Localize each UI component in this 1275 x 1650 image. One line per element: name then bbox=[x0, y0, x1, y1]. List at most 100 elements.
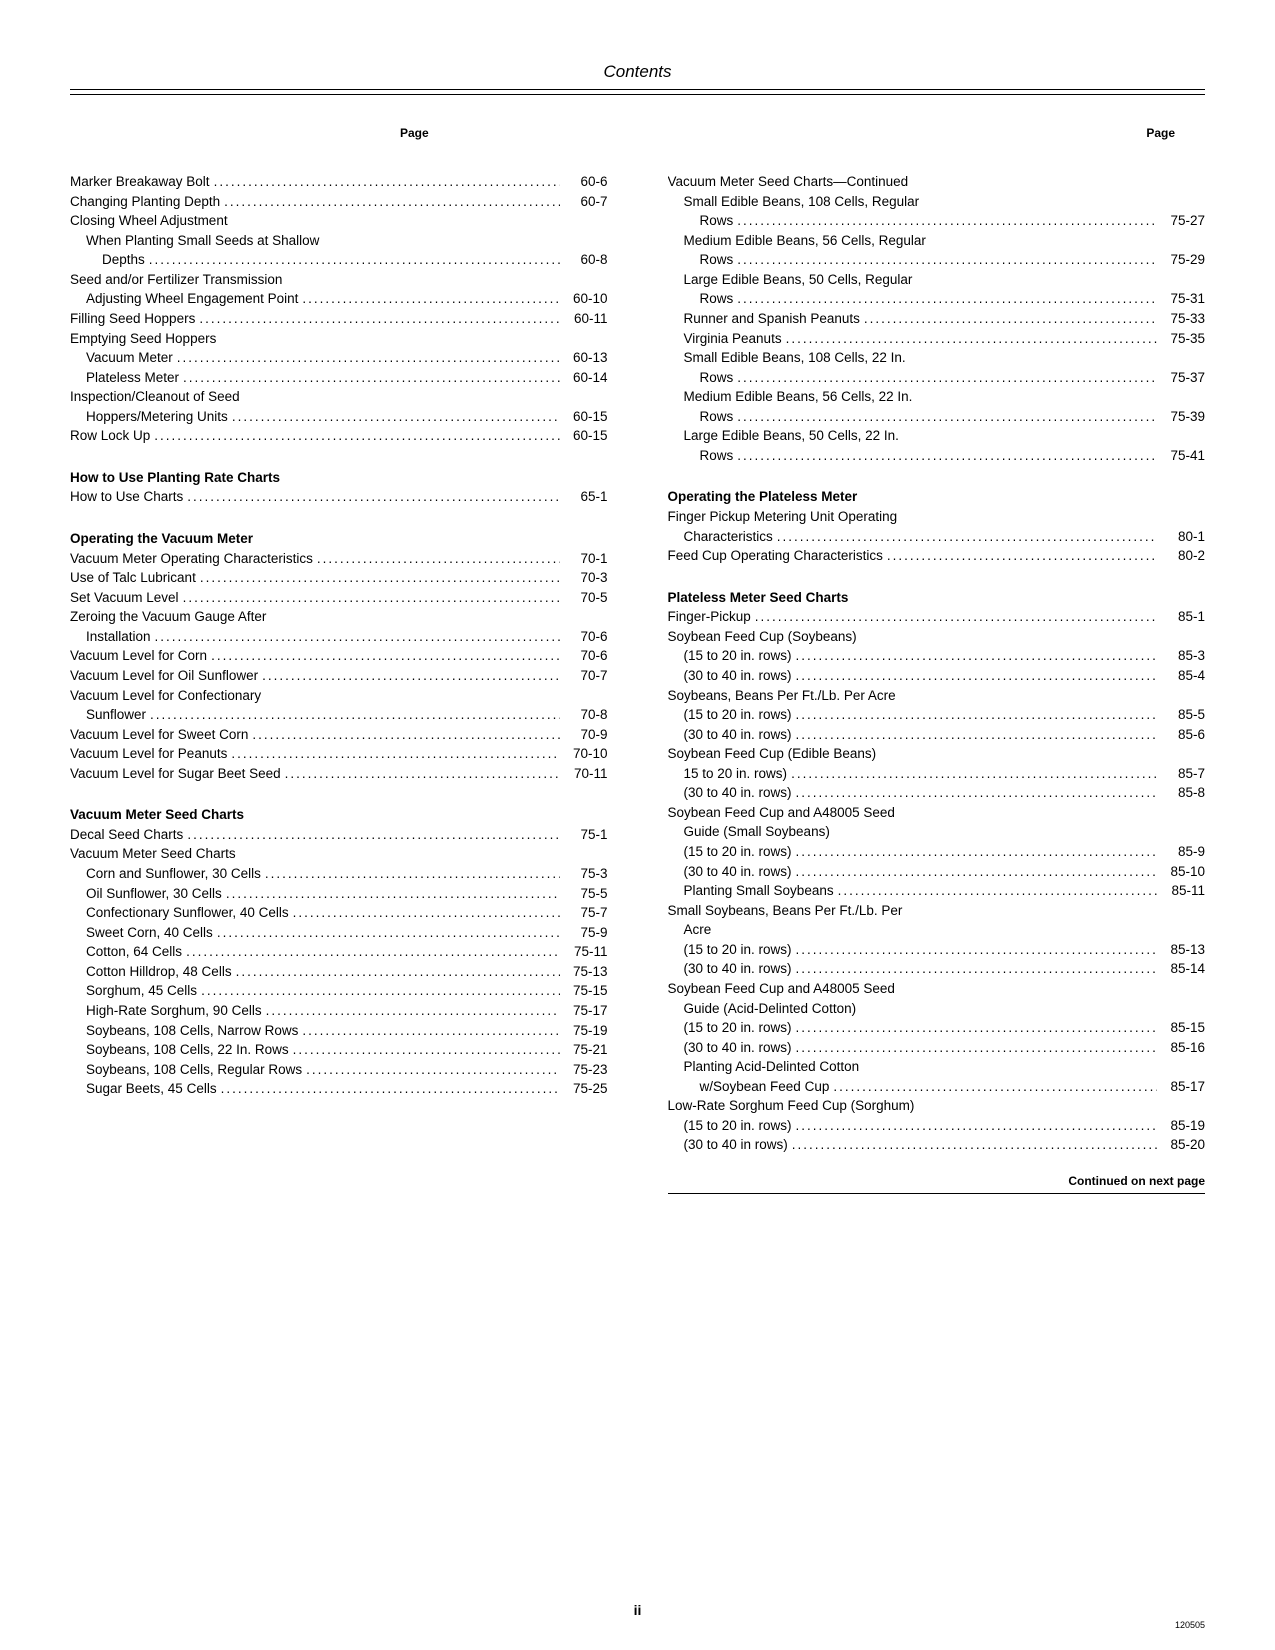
toc-entry: Virginia Peanuts75-35 bbox=[668, 329, 1206, 349]
toc-entry-page: 75-33 bbox=[1157, 309, 1205, 329]
toc-leader-dots bbox=[829, 1077, 1157, 1097]
toc-entry-label: (30 to 40 in. rows) bbox=[684, 783, 792, 803]
toc-entry: Sunflower70-8 bbox=[70, 705, 608, 725]
toc-entry-label: (15 to 20 in. rows) bbox=[684, 1116, 792, 1136]
toc-leader-dots bbox=[213, 923, 560, 943]
toc-entry-page: 75-41 bbox=[1157, 446, 1205, 466]
toc-entry: Oil Sunflower, 30 Cells75-5 bbox=[70, 884, 608, 904]
toc-entry: Corn and Sunflower, 30 Cells75-3 bbox=[70, 864, 608, 884]
toc-entry-page: 85-16 bbox=[1157, 1038, 1205, 1058]
toc-entry-label: Installation bbox=[86, 627, 151, 647]
toc-entry: Small Soybeans, Beans Per Ft./Lb. Per bbox=[668, 901, 1206, 921]
toc-entry: (15 to 20 in. rows)85-15 bbox=[668, 1018, 1206, 1038]
toc-entry-page: 85-1 bbox=[1157, 607, 1205, 627]
section-heading: Plateless Meter Seed Charts bbox=[668, 588, 1206, 608]
toc-entry: Characteristics80-1 bbox=[668, 527, 1206, 547]
toc-entry-page: 75-1 bbox=[560, 825, 608, 845]
toc-entry-page: 75-25 bbox=[560, 1079, 608, 1099]
toc-entry: (15 to 20 in. rows) 85-13 bbox=[668, 940, 1206, 960]
toc-entry: Installation70-6 bbox=[70, 627, 608, 647]
toc-entry-label: (15 to 20 in. rows) bbox=[684, 705, 792, 725]
toc-entry-label: Sunflower bbox=[86, 705, 146, 725]
toc-entry-page: 75-21 bbox=[560, 1040, 608, 1060]
toc-entry-page: 75-29 bbox=[1157, 250, 1205, 270]
toc-leader-dots bbox=[227, 744, 559, 764]
toc-column-right: Vacuum Meter Seed Charts—ContinuedSmall … bbox=[668, 172, 1206, 1194]
toc-leader-dots bbox=[182, 942, 559, 962]
toc-entry: Vacuum Level for Confectionary bbox=[70, 686, 608, 706]
toc-entry-label: Inspection/Cleanout of Seed bbox=[70, 387, 240, 407]
toc-entry-label: Soybean Feed Cup and A48005 Seed bbox=[668, 979, 895, 999]
toc-leader-dots bbox=[792, 940, 1157, 960]
toc-entry-page: 85-10 bbox=[1157, 862, 1205, 882]
toc-entry-label: Planting Acid-Delinted Cotton bbox=[684, 1057, 860, 1077]
toc-entry: 15 to 20 in. rows)85-7 bbox=[668, 764, 1206, 784]
toc-entry-label: (30 to 40 in. rows) bbox=[684, 862, 792, 882]
toc-column-left: Marker Breakaway Bolt60-6Changing Planti… bbox=[70, 172, 608, 1194]
toc-entry-label: Emptying Seed Hoppers bbox=[70, 329, 216, 349]
toc-leader-dots bbox=[298, 289, 559, 309]
toc-entry-label: (30 to 40 in rows) bbox=[684, 1135, 788, 1155]
toc-leader-dots bbox=[792, 1038, 1157, 1058]
toc-entry-label: Soybeans, Beans Per Ft./Lb. Per Acre bbox=[668, 686, 896, 706]
toc-entry-label: (30 to 40 in. rows) bbox=[684, 666, 792, 686]
toc-entry: (15 to 20 in. rows)85-19 bbox=[668, 1116, 1206, 1136]
toc-entry-label: Decal Seed Charts bbox=[70, 825, 183, 845]
toc-entry-label: Finger-Pickup bbox=[668, 607, 751, 627]
toc-entry-page: 80-2 bbox=[1157, 546, 1205, 566]
toc-leader-dots bbox=[733, 446, 1157, 466]
toc-entry: (30 to 40 in. rows)85-4 bbox=[668, 666, 1206, 686]
toc-entry-page: 60-10 bbox=[560, 289, 608, 309]
toc-entry-label: Vacuum Level for Sweet Corn bbox=[70, 725, 248, 745]
toc-entry-page: 85-20 bbox=[1157, 1135, 1205, 1155]
toc-leader-dots bbox=[773, 527, 1157, 547]
toc-entry-label: Acre bbox=[684, 920, 712, 940]
toc-entry-page: 85-11 bbox=[1157, 881, 1205, 901]
toc-entry-label: Medium Edible Beans, 56 Cells, 22 In. bbox=[684, 387, 913, 407]
toc-entry: Rows75-31 bbox=[668, 289, 1206, 309]
toc-entry: Rows75-37 bbox=[668, 368, 1206, 388]
toc-entry: Inspection/Cleanout of Seed bbox=[70, 387, 608, 407]
toc-entry-label: Vacuum Meter Seed Charts bbox=[70, 844, 236, 864]
toc-entry: High-Rate Sorghum, 90 Cells75-17 bbox=[70, 1001, 608, 1021]
section-heading: Operating the Vacuum Meter bbox=[70, 529, 608, 549]
toc-entry: Filling Seed Hoppers60-11 bbox=[70, 309, 608, 329]
toc-entry: Cotton, 64 Cells75-11 bbox=[70, 942, 608, 962]
toc-entry: Plateless Meter60-14 bbox=[70, 368, 608, 388]
toc-entry-label: Changing Planting Depth bbox=[70, 192, 220, 212]
footer-code: 120505 bbox=[1175, 1619, 1205, 1632]
toc-entry: Soybeans, 108 Cells, Narrow Rows75-19 bbox=[70, 1021, 608, 1041]
header-rule bbox=[70, 89, 1205, 90]
toc-leader-dots bbox=[298, 1021, 559, 1041]
toc-entry-label: (30 to 40 in. rows) bbox=[684, 725, 792, 745]
toc-entry: Zeroing the Vacuum Gauge After bbox=[70, 607, 608, 627]
toc-entry-label: Small Soybeans, Beans Per Ft./Lb. Per bbox=[668, 901, 903, 921]
toc-entry-label: Soybeans, 108 Cells, 22 In. Rows bbox=[86, 1040, 289, 1060]
toc-entry: Sorghum, 45 Cells75-15 bbox=[70, 981, 608, 1001]
toc-leader-dots bbox=[173, 348, 560, 368]
toc-entry-page: 60-7 bbox=[560, 192, 608, 212]
toc-entry: Medium Edible Beans, 56 Cells, Regular bbox=[668, 231, 1206, 251]
toc-entry: Soybeans, 108 Cells, Regular Rows75-23 bbox=[70, 1060, 608, 1080]
toc-entry-page: 70-11 bbox=[560, 764, 608, 784]
toc-entry-page: 85-9 bbox=[1157, 842, 1205, 862]
toc-leader-dots bbox=[792, 646, 1157, 666]
toc-entry-label: Soybean Feed Cup (Edible Beans) bbox=[668, 744, 877, 764]
toc-entry-label: Depths bbox=[102, 250, 145, 270]
toc-entry-label: Virginia Peanuts bbox=[684, 329, 782, 349]
toc-entry: Confectionary Sunflower, 40 Cells75-7 bbox=[70, 903, 608, 923]
toc-leader-dots bbox=[145, 250, 560, 270]
toc-entry-page: 60-6 bbox=[560, 172, 608, 192]
toc-leader-dots bbox=[792, 666, 1157, 686]
toc-entry-label: Hoppers/Metering Units bbox=[86, 407, 228, 427]
toc-entry-label: When Planting Small Seeds at Shallow bbox=[86, 231, 319, 251]
toc-entry-label: Feed Cup Operating Characteristics bbox=[668, 546, 883, 566]
toc-entry-page: 85-13 bbox=[1157, 940, 1205, 960]
toc-entry: Small Edible Beans, 108 Cells, Regular bbox=[668, 192, 1206, 212]
toc-entry-label: Vacuum Meter bbox=[86, 348, 173, 368]
toc-entry-label: (15 to 20 in. rows) bbox=[684, 940, 792, 960]
toc-entry-label: Soybeans, 108 Cells, Narrow Rows bbox=[86, 1021, 298, 1041]
toc-entry-page: 75-15 bbox=[560, 981, 608, 1001]
toc-entry-label: Large Edible Beans, 50 Cells, Regular bbox=[684, 270, 913, 290]
toc-leader-dots bbox=[179, 368, 559, 388]
